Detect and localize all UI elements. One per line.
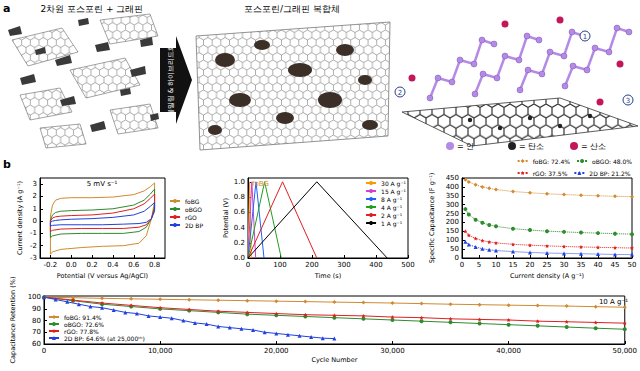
svg-text:0.4: 0.4 [234,224,246,232]
svg-text:2D BP: 64.6% (at 25,000ᵗʰ): 2D BP: 64.6% (at 25,000ᵗʰ) [64,335,145,342]
svg-text:350: 350 [446,192,459,200]
svg-text:10,000: 10,000 [148,347,173,355]
svg-text:20,000: 20,000 [264,347,289,355]
svg-text:3: 3 [626,97,630,105]
svg-text:0.0: 0.0 [66,261,77,269]
svg-text:100: 100 [28,293,41,301]
svg-text:70: 70 [32,328,41,336]
svg-text:300: 300 [446,201,459,209]
svg-text:-0.2: -0.2 [44,261,58,269]
svg-text:2D BP: 2D BP [185,222,203,229]
svg-text:20: 20 [526,261,535,269]
svg-text:Specific Capacitance (F g⁻¹): Specific Capacitance (F g⁻¹) [428,173,436,264]
svg-text:10: 10 [492,261,501,269]
svg-text:b: b [3,158,11,171]
svg-text:45: 45 [611,261,620,269]
svg-text:-2: -2 [30,242,37,250]
svg-text:2 A g⁻¹: 2 A g⁻¹ [381,212,403,220]
svg-text:0.2: 0.2 [234,239,245,247]
svg-text:-1: -1 [30,229,37,237]
svg-text:100: 100 [273,261,286,269]
svg-text:15 A g⁻¹: 15 A g⁻¹ [381,188,407,196]
svg-text:0.6: 0.6 [234,208,246,216]
svg-text:1 A g⁻¹: 1 A g⁻¹ [381,220,403,228]
svg-text:Potential (V): Potential (V) [222,198,230,238]
svg-text:40: 40 [594,261,603,269]
svg-text:Potential (V versus Ag/AgCl): Potential (V versus Ag/AgCl) [57,272,148,280]
svg-text:1: 1 [583,33,587,41]
svg-text:60: 60 [32,340,41,348]
svg-text:200: 200 [446,218,459,226]
svg-text:100: 100 [446,236,459,244]
svg-text:50: 50 [450,245,459,253]
svg-text:30: 30 [560,261,569,269]
svg-text:oBGO: oBGO [185,206,202,213]
svg-text:5 mV s⁻¹: 5 mV s⁻¹ [87,180,118,188]
svg-text:2D BP: 21.2%: 2D BP: 21.2% [589,170,630,177]
svg-text:300: 300 [337,261,350,269]
svg-text:0.6: 0.6 [128,261,140,269]
svg-text:80: 80 [32,317,41,325]
svg-text:2: 2 [398,89,402,97]
svg-text:0: 0 [455,254,459,262]
svg-text:250: 250 [446,210,459,218]
svg-text:450: 450 [446,174,459,182]
svg-text:8 A g⁻¹: 8 A g⁻¹ [381,196,403,204]
svg-text:150: 150 [446,227,459,235]
svg-text:= 인: = 인 [457,142,474,151]
svg-text:35: 35 [577,261,586,269]
svg-text:oBGO: 48.0%: oBGO: 48.0% [592,158,632,165]
svg-text:= 탄소: = 탄소 [519,142,544,151]
svg-text:500: 500 [401,261,414,269]
svg-text:oBGO: 72.6%: oBGO: 72.6% [64,321,104,328]
svg-text:0: 0 [460,261,464,269]
svg-text:200: 200 [305,261,318,269]
svg-text:0.4: 0.4 [107,261,119,269]
svg-text:1: 1 [33,205,37,213]
svg-text:볼밀링 & 하이브리드화: 볼밀링 & 하이브리드화 [167,44,175,117]
svg-text:0: 0 [246,261,250,269]
svg-text:foBG: foBG [185,198,200,205]
svg-text:foBG: 91.4%: foBG: 91.4% [64,314,102,321]
svg-text:Capacitance Retention (%): Capacitance Retention (%) [9,277,17,364]
svg-text:rGO: rGO [185,214,197,221]
svg-text:50: 50 [628,261,637,269]
svg-text:0.0: 0.0 [234,254,245,262]
svg-text:90: 90 [32,305,41,313]
svg-text:0.8: 0.8 [234,193,245,201]
svg-text:Time (s): Time (s) [314,272,341,280]
svg-text:400: 400 [446,183,459,191]
svg-text:rGO: 77.8%: rGO: 77.8% [64,328,99,335]
svg-text:rGO: 37.5%: rGO: 37.5% [533,170,568,177]
svg-text:Current density (A g⁻¹): Current density (A g⁻¹) [16,181,24,255]
svg-text:포스포린/그래핀 복합체: 포스포린/그래핀 복합체 [244,4,340,14]
svg-text:4 A g⁻¹: 4 A g⁻¹ [381,204,403,212]
svg-text:0.8: 0.8 [149,261,160,269]
svg-text:0: 0 [42,347,46,355]
svg-text:a: a [3,2,10,15]
svg-text:Cycle Number: Cycle Number [311,356,357,364]
svg-text:400: 400 [369,261,382,269]
svg-text:15: 15 [509,261,518,269]
svg-text:= 산소: = 산소 [581,142,606,151]
svg-text:10 A g⁻¹: 10 A g⁻¹ [599,298,628,306]
svg-text:foBG: 72.4%: foBG: 72.4% [533,158,571,165]
svg-text:25: 25 [543,261,552,269]
svg-text:1.0: 1.0 [234,178,245,186]
svg-text:0.2: 0.2 [87,261,98,269]
svg-text:30,000: 30,000 [380,347,405,355]
svg-text:Current density (A g⁻¹): Current density (A g⁻¹) [510,272,584,280]
svg-text:2: 2 [33,192,37,200]
svg-text:50,000: 50,000 [613,347,638,355]
svg-text:5: 5 [477,261,481,269]
svg-text:-3: -3 [30,254,37,262]
svg-text:2차원 포스포린 + 그래핀: 2차원 포스포린 + 그래핀 [41,4,144,14]
svg-text:0: 0 [33,217,37,225]
svg-text:40,000: 40,000 [496,347,520,355]
svg-text:30 A g⁻¹: 30 A g⁻¹ [381,180,407,188]
svg-text:foBG: foBG [252,180,269,188]
svg-text:3: 3 [33,180,37,188]
